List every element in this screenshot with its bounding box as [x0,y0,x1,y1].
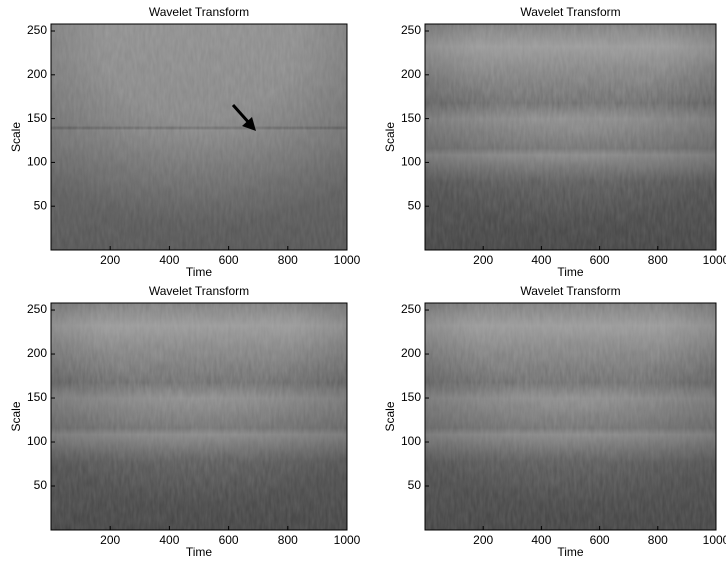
y-tick-label: 50 [408,198,422,212]
y-tick-label: 50 [34,478,48,492]
x-tick-label: 800 [278,253,298,267]
x-tick-label: 800 [648,253,668,267]
y-tick-label: 250 [27,302,47,316]
y-tick-label: 50 [34,198,48,212]
x-axis-label: Time [186,265,213,279]
x-tick-label: 400 [159,533,179,547]
axes-frame [424,23,717,251]
arrow-head [242,117,256,131]
axes-frame [50,23,348,251]
y-tick-label: 100 [27,434,47,448]
x-tick-label: 400 [159,253,179,267]
x-tick-label: 600 [590,533,610,547]
y-tick-label: 200 [401,67,421,81]
y-axis-label: Scale [9,122,23,152]
x-axis-label: Time [557,265,584,279]
y-tick-label: 250 [401,302,421,316]
y-tick-label: 100 [27,155,47,169]
x-tick-label: 1000 [334,253,361,267]
x-tick-label: 800 [648,533,668,547]
panel: 200 400 600 800 1000 50 100 150 200 250 Wavelet Tr… [9,5,360,279]
panel: 200 400 600 800 1000 50 100 150 200 250 Wavelet Tr… [9,284,360,559]
x-axis-label: Time [186,545,213,559]
y-tick-label: 250 [27,23,47,37]
panel: 200 400 600 800 1000 50 100 150 200 250 Wavelet Tr… [383,284,726,559]
y-tick-label: 100 [401,155,421,169]
axes-frame [50,302,348,531]
heatmap-shade [425,303,716,530]
y-tick-label: 150 [27,111,47,125]
arrow-shaft [231,103,252,126]
y-tick-label: 250 [401,23,421,37]
heatmap-shade [51,303,347,530]
x-tick-label: 600 [219,253,239,267]
chart-title: Wavelet Transform [520,284,620,298]
x-tick-label: 200 [100,533,120,547]
x-tick-label: 200 [473,533,493,547]
y-tick-label: 100 [401,434,421,448]
x-tick-label: 400 [531,533,551,547]
y-axis-label: Scale [383,122,397,152]
y-tick-label: 200 [27,346,47,360]
y-tick-label: 150 [27,390,47,404]
x-tick-label: 1000 [703,533,726,547]
chart-title: Wavelet Transform [520,5,620,19]
x-tick-label: 200 [473,253,493,267]
y-axis-label: Scale [9,401,23,431]
y-tick-label: 50 [408,478,422,492]
heatmap-shade [425,24,716,250]
x-tick-label: 1000 [334,533,361,547]
x-tick-label: 600 [219,533,239,547]
y-tick-label: 150 [401,390,421,404]
y-tick-label: 150 [401,111,421,125]
chart-title: Wavelet Transform [149,284,249,298]
x-tick-label: 200 [100,253,120,267]
x-tick-label: 1000 [703,253,726,267]
x-axis-label: Time [557,545,584,559]
x-tick-label: 600 [590,253,610,267]
x-tick-label: 800 [278,533,298,547]
axes-frame [424,302,717,531]
panel: 200 400 600 800 1000 50 100 150 200 250 Wavelet Tr… [383,5,726,279]
y-tick-label: 200 [401,346,421,360]
chart-title: Wavelet Transform [149,5,249,19]
heatmap-shade [51,24,347,250]
x-tick-label: 400 [531,253,551,267]
y-axis-label: Scale [383,401,397,431]
y-tick-label: 200 [27,67,47,81]
